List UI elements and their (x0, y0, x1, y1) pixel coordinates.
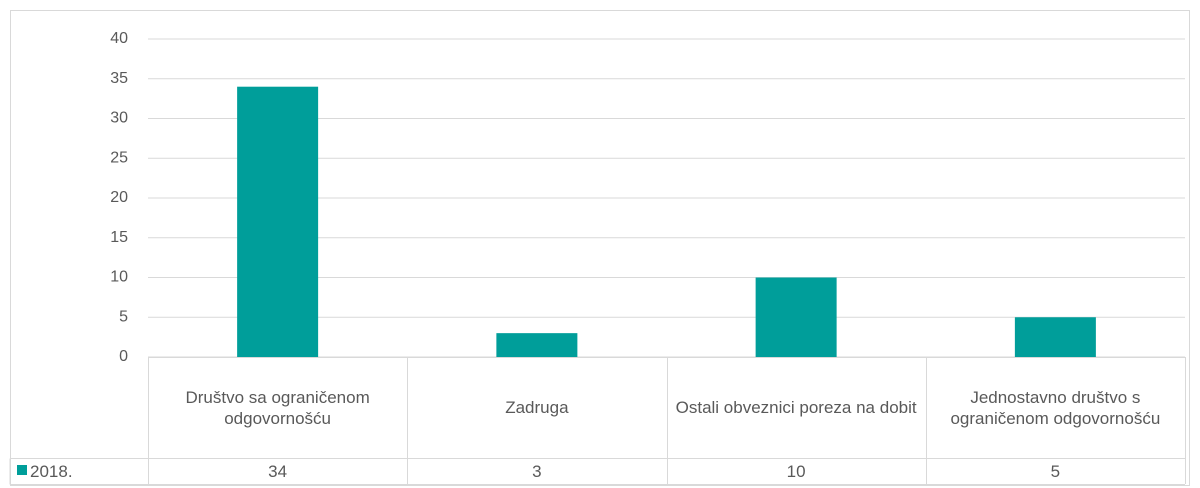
x-tick-label: Jednostavno društvo s ograničenom odgovo… (950, 387, 1161, 428)
table-value: 34 (268, 461, 288, 481)
table-value: 5 (1050, 461, 1061, 481)
x-tick-label: Društvo sa ograničenom odgovornošću (185, 387, 370, 428)
y-tick-label: 35 (110, 70, 128, 87)
chart-border (10, 10, 1190, 486)
legend-label: 2018. (30, 461, 73, 481)
y-tick-label: 20 (110, 189, 128, 206)
bar (1014, 317, 1096, 357)
y-tick-label: 15 (110, 229, 128, 246)
y-tick-label: 10 (110, 269, 128, 286)
y-tick-label: 30 (110, 110, 128, 127)
table-value: 10 (786, 461, 806, 481)
y-tick-label: 25 (110, 149, 128, 166)
y-tick-label: 5 (119, 308, 128, 325)
bar (496, 333, 578, 357)
bar (237, 86, 319, 357)
legend-key (17, 465, 27, 475)
y-tick-label: 40 (110, 30, 128, 47)
x-tick-label: Ostali obveznici poreza na dobit (675, 398, 917, 417)
x-tick-label: Zadruga (505, 398, 569, 417)
table-value: 3 (532, 461, 542, 481)
y-tick-label: 0 (119, 348, 128, 365)
bar (755, 277, 837, 357)
